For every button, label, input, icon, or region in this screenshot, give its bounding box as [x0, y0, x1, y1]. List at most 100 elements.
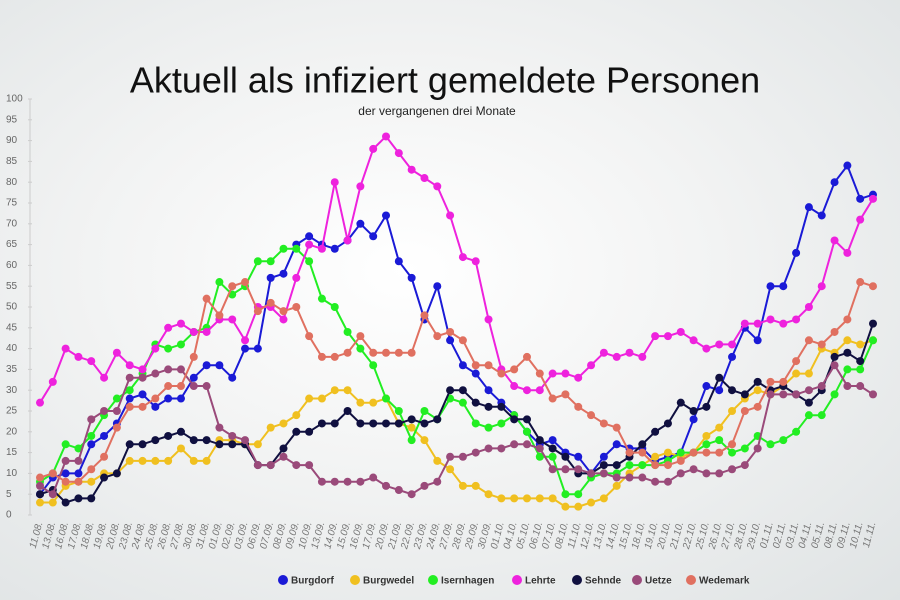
y-tick-label: 30: [6, 385, 18, 396]
point: [510, 440, 519, 449]
point: [151, 402, 160, 411]
point: [561, 465, 570, 474]
point: [100, 407, 109, 415]
point: [458, 386, 467, 395]
point: [125, 402, 134, 411]
point: [420, 311, 429, 320]
point: [497, 444, 506, 453]
point: [189, 327, 198, 336]
point: [843, 348, 852, 357]
point: [74, 469, 83, 478]
point: [522, 352, 531, 361]
point: [625, 348, 634, 357]
point: [792, 390, 801, 399]
point: [702, 344, 711, 353]
point: [728, 386, 737, 395]
point: [856, 382, 865, 391]
point: [74, 444, 83, 453]
point: [484, 490, 493, 499]
point: [612, 481, 621, 490]
point: [830, 352, 839, 361]
point: [651, 461, 660, 470]
point: [202, 327, 211, 336]
point: [407, 423, 416, 432]
point: [112, 469, 121, 478]
point: [548, 436, 557, 445]
point: [779, 282, 788, 291]
point: [266, 273, 275, 282]
point: [471, 419, 480, 428]
point: [279, 307, 288, 316]
point: [843, 315, 852, 324]
point: [843, 365, 852, 374]
point: [471, 481, 480, 490]
point: [330, 477, 339, 486]
point: [574, 465, 583, 474]
point: [176, 340, 185, 349]
point: [189, 352, 198, 361]
point: [753, 386, 762, 395]
point: [394, 149, 403, 158]
point: [48, 498, 57, 507]
point: [305, 461, 314, 470]
point: [869, 390, 877, 399]
point: [382, 211, 391, 220]
point: [869, 319, 877, 328]
point: [138, 365, 147, 374]
point: [638, 473, 647, 482]
point: [228, 315, 237, 324]
point: [856, 357, 865, 366]
point: [510, 382, 519, 391]
point: [458, 336, 467, 345]
point: [215, 311, 224, 320]
point: [305, 240, 314, 249]
point: [176, 444, 185, 453]
point: [766, 390, 775, 399]
point: [740, 444, 749, 453]
point: [715, 373, 724, 382]
point: [804, 411, 813, 420]
point: [702, 382, 711, 391]
point: [830, 390, 839, 399]
point: [843, 248, 852, 257]
point: [651, 427, 660, 436]
point: [356, 419, 365, 428]
y-tick-label: 50: [6, 302, 18, 313]
point: [587, 469, 596, 478]
point: [574, 452, 583, 461]
point: [407, 165, 416, 174]
point: [228, 431, 237, 440]
point: [869, 194, 877, 203]
point: [856, 365, 865, 374]
point: [407, 415, 416, 424]
point: [753, 336, 762, 345]
point: [48, 377, 57, 386]
point: [522, 494, 531, 503]
point: [612, 473, 621, 482]
point: [766, 315, 775, 324]
point: [663, 461, 672, 470]
y-tick-label: 15: [6, 447, 18, 458]
point: [215, 361, 224, 370]
point: [215, 440, 224, 449]
point: [728, 407, 737, 415]
y-tick-label: 5: [6, 489, 12, 500]
point: [830, 361, 839, 370]
point: [36, 498, 44, 507]
point: [292, 461, 301, 470]
point: [804, 369, 813, 378]
point: [253, 461, 262, 470]
point: [715, 436, 724, 445]
point: [458, 253, 467, 262]
y-tick-label: 35: [6, 364, 18, 375]
point: [574, 373, 583, 382]
point: [330, 178, 339, 187]
point: [663, 477, 672, 486]
series-line: [39, 134, 874, 404]
point: [587, 498, 596, 507]
point: [497, 494, 506, 503]
legend-label: Burgwedel: [363, 576, 414, 587]
point: [330, 419, 339, 428]
point: [446, 327, 455, 336]
y-tick-label: 25: [6, 406, 18, 417]
